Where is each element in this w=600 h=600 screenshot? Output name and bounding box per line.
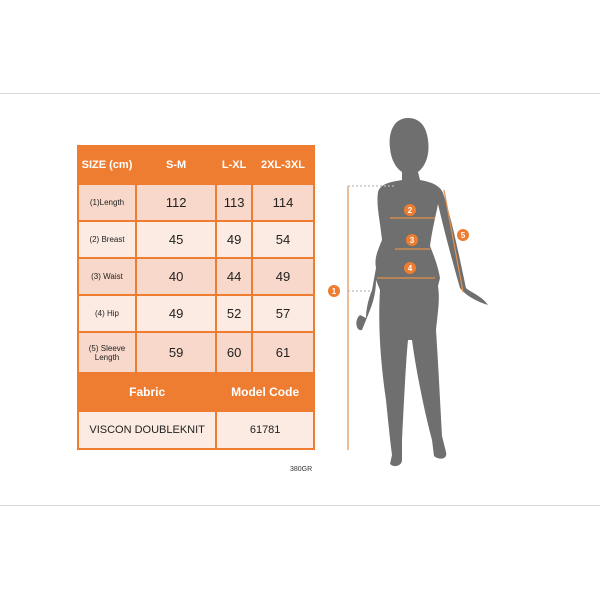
marker-3-label: 3	[410, 236, 415, 245]
top-divider	[0, 93, 600, 94]
cell: 49	[250, 257, 316, 296]
fabric-header-row: Fabric Model Code	[76, 372, 315, 412]
marker-4-label: 4	[408, 264, 413, 273]
size-chart-table: SIZE (cm) S-M L-XL 2XL-3XL (1)Length 112…	[76, 145, 316, 450]
marker-4	[404, 262, 416, 274]
table-row: (2) Breast 45 49 54	[77, 220, 316, 259]
header-size: SIZE (cm)	[77, 145, 137, 185]
marker-group	[328, 204, 469, 297]
cell: 114	[250, 183, 316, 222]
cell: 60	[215, 331, 253, 374]
row-label: (5) Sleeve Length	[77, 331, 137, 374]
cell: 49	[134, 294, 218, 333]
cell: 57	[250, 294, 316, 333]
marker-2-label: 2	[408, 206, 413, 215]
body-measurement-figure: 1 2 3 4 5	[328, 118, 488, 467]
header-l-xl: L-XL	[215, 145, 253, 185]
table-row: (5) Sleeve Length 59 60 61	[77, 331, 316, 374]
cell: 40	[134, 257, 218, 296]
table-row: (1)Length 112 113 114	[77, 183, 316, 222]
header-row: SIZE (cm) S-M L-XL 2XL-3XL	[77, 145, 316, 185]
model-code-value: 61781	[215, 410, 315, 450]
cell: 45	[134, 220, 218, 259]
marker-3	[406, 234, 418, 246]
table-row: (3) Waist 40 44 49	[77, 257, 316, 296]
row-label: (3) Waist	[77, 257, 137, 296]
cell: 49	[215, 220, 253, 259]
cell: 59	[134, 331, 218, 374]
cell: 52	[215, 294, 253, 333]
cell: 61	[250, 331, 316, 374]
model-code-label: Model Code	[215, 372, 315, 412]
silhouette	[356, 118, 488, 467]
fabric-value: VISCON DOUBLEKNIT	[76, 410, 218, 450]
marker-2	[404, 204, 416, 216]
marker-5	[457, 229, 469, 241]
bottom-divider	[0, 505, 600, 506]
fabric-value-row: VISCON DOUBLEKNIT 61781	[76, 410, 315, 450]
measure-lines	[347, 185, 464, 450]
cell: 44	[215, 257, 253, 296]
row-label: (2) Breast	[77, 220, 137, 259]
product-code: 380GR	[290, 466, 313, 473]
header-2xl-3xl: 2XL-3XL	[250, 145, 316, 185]
marker-1-label: 1	[332, 287, 337, 296]
marker-5-label: 5	[461, 231, 466, 240]
row-label: (1)Length	[77, 183, 137, 222]
marker-1	[328, 285, 340, 297]
cell: 113	[215, 183, 253, 222]
table-row: (4) Hip 49 52 57	[77, 294, 316, 333]
row-label: (4) Hip	[77, 294, 137, 333]
header-s-m: S-M	[134, 145, 218, 185]
cell: 112	[134, 183, 218, 222]
fabric-label: Fabric	[76, 372, 218, 412]
cell: 54	[250, 220, 316, 259]
